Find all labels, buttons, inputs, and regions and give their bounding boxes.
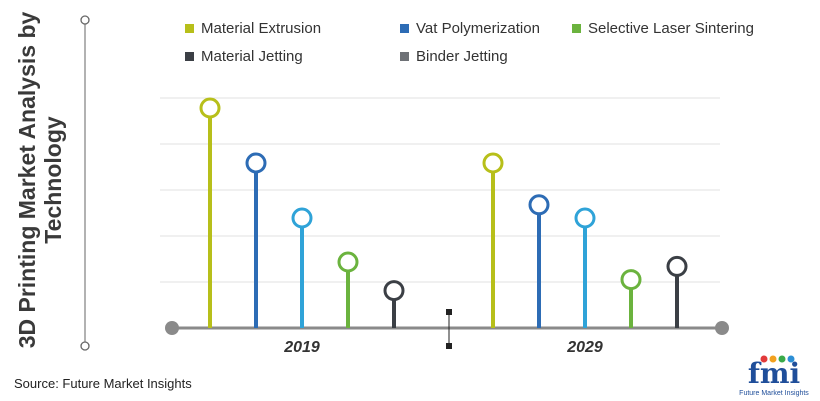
legend-label: Binder Jetting xyxy=(416,48,508,65)
baseline-left-cap xyxy=(165,321,179,335)
lollipop-head xyxy=(482,152,504,174)
fmi-logo: fmi Future Market Insights xyxy=(738,354,810,400)
lollipop-head xyxy=(245,152,267,174)
lollipop-head xyxy=(666,255,688,277)
legend-swatch xyxy=(400,24,409,33)
legend-item: Material Extrusion xyxy=(185,20,321,37)
lollipop-head xyxy=(528,194,550,216)
legend-label: Selective Laser Sintering xyxy=(588,20,754,37)
legend-swatch xyxy=(185,24,194,33)
lollipop-head xyxy=(383,280,405,302)
legend: Material Extrusion Vat Polymerization Sele… xyxy=(185,20,785,80)
lollipop-head xyxy=(574,207,596,229)
group-divider-bottom-mark xyxy=(446,343,452,349)
legend-item: Vat Polymerization xyxy=(400,20,540,37)
legend-swatch xyxy=(185,52,194,61)
legend-item: Binder Jetting xyxy=(400,48,508,65)
legend-label: Material Extrusion xyxy=(201,20,322,37)
logo-dots-icon xyxy=(760,355,795,363)
logo-text: fmi xyxy=(747,357,801,390)
logo-subtitle: Future Market Insights xyxy=(739,390,809,397)
legend-swatch xyxy=(400,52,409,61)
legend-label: Material Jetting xyxy=(201,48,303,65)
legend-swatch xyxy=(572,24,581,33)
lollipop-head xyxy=(291,207,313,229)
source-note: Source: Future Market Insights xyxy=(14,376,192,391)
legend-item: Material Jetting xyxy=(185,48,303,65)
left-axis-bottom-cap xyxy=(80,341,90,351)
lollipop-head xyxy=(337,251,359,273)
legend-label: Vat Polymerization xyxy=(416,20,540,37)
x-category-label: 2029 xyxy=(566,339,603,356)
lollipop-head xyxy=(620,269,642,291)
x-category-label: 2019 xyxy=(283,339,320,356)
group-divider-top-mark xyxy=(446,309,452,315)
lollipop-head xyxy=(199,97,221,119)
legend-item: Selective Laser Sintering xyxy=(572,20,754,37)
left-axis-top-cap xyxy=(80,15,90,25)
baseline-right-cap xyxy=(715,321,729,335)
